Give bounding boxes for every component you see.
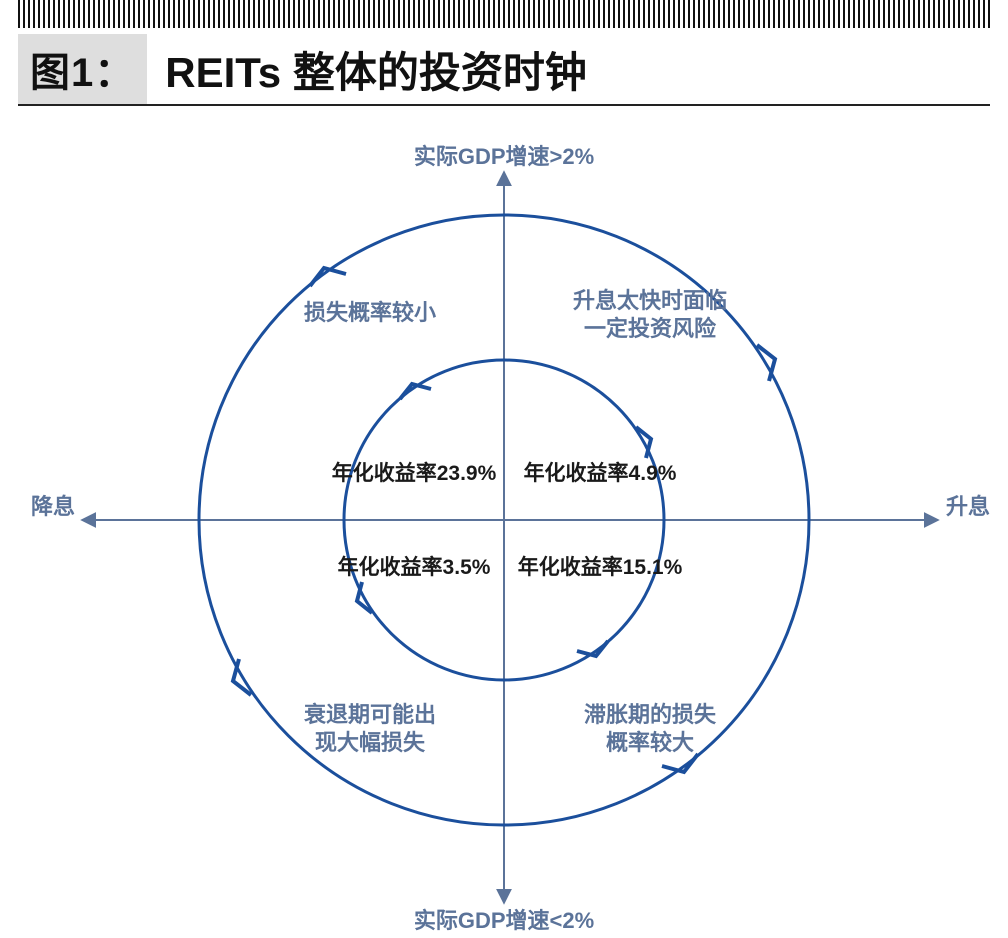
page-root: 图1： REITs 整体的投资时钟 实际GDP增速>2% 实际GDP增速<2% … xyxy=(0,0,1008,938)
inner-label-bottom-left: 年化收益率3.5% xyxy=(338,555,491,579)
axis-label-top: 实际GDP增速>2% xyxy=(414,144,594,169)
axis-label-bottom: 实际GDP增速<2% xyxy=(414,908,594,933)
inner-label-top-left: 年化收益率23.9% xyxy=(332,461,497,485)
outer-label-top-right-line1: 升息太快时面临 xyxy=(573,288,727,313)
axis-label-left: 降息 xyxy=(31,494,75,519)
inner-label-top-right: 年化收益率4.9% xyxy=(524,461,677,485)
outer-label-bottom-left-line1: 衰退期可能出 xyxy=(303,702,436,727)
outer-label-bottom-right-line2: 概率较大 xyxy=(606,730,694,755)
outer-label-top-right-line2: 一定投资风险 xyxy=(584,316,717,341)
investment-clock-diagram: 实际GDP增速>2% 实际GDP增速<2% 降息 升息 xyxy=(0,120,1008,938)
figure-label: 图1： xyxy=(18,34,147,104)
inner-label-bottom-right: 年化收益率15.1% xyxy=(518,555,683,579)
outer-label-top-left-line1: 损失概率较小 xyxy=(304,300,436,325)
outer-label-bottom-right-line1: 滞胀期的损失 xyxy=(584,702,717,727)
outer-label-bottom-left-line2: 现大幅损失 xyxy=(315,730,426,755)
axis-label-right: 升息 xyxy=(946,494,990,519)
figure-title: REITs 整体的投资时钟 xyxy=(165,39,587,100)
hatch-decoration xyxy=(18,0,990,28)
title-row: 图1： REITs 整体的投资时钟 xyxy=(18,34,990,106)
